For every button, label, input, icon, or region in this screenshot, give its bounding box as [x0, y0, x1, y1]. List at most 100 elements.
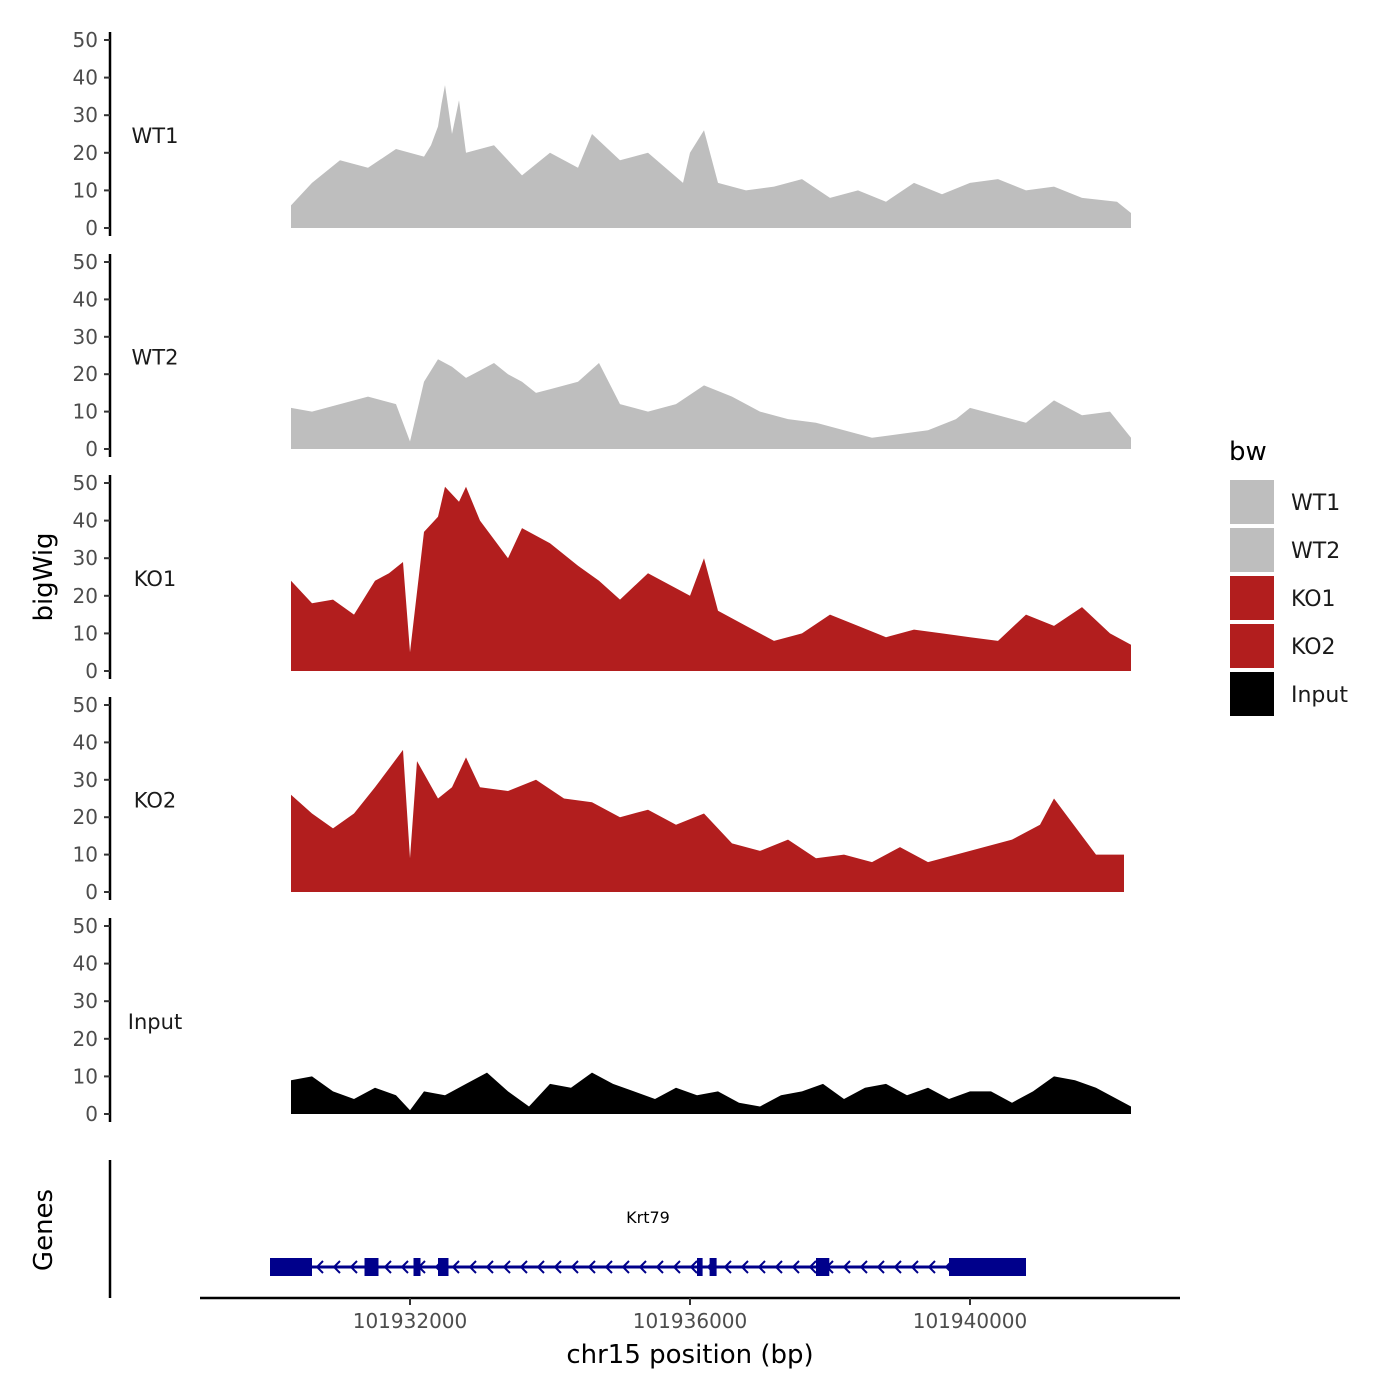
y-tick-label-30: 30	[73, 768, 98, 792]
legend-title: bw	[1229, 437, 1267, 467]
track-input: 0 10 20 30 40 50 Input	[73, 914, 1131, 1126]
track-ko2: 0 10 20 30 40 50 KO2	[73, 693, 1124, 904]
strand-arrow	[910, 1260, 919, 1274]
track-label-input: Input	[128, 1010, 182, 1034]
strand-arrow	[315, 1260, 324, 1274]
gene-track: Krt79	[108, 1160, 1026, 1298]
area-ko2	[291, 749, 1124, 892]
track-label-ko1: KO1	[134, 567, 177, 591]
exon-7	[816, 1258, 830, 1276]
y-tick-label-50: 50	[73, 914, 98, 938]
strand-arrow	[808, 1260, 817, 1274]
track-wt1: 0 10 20 30 40 50 WT1	[73, 28, 1131, 240]
exon-2	[364, 1258, 379, 1276]
exon-8	[949, 1258, 1026, 1276]
strand-arrow	[570, 1260, 579, 1274]
legend-swatch-input	[1230, 672, 1274, 716]
y-tick-label-20: 20	[73, 362, 98, 386]
legend-swatch-wt2	[1230, 528, 1274, 572]
track-wt2: 0 10 20 30 40 50 WT2	[73, 250, 1131, 461]
tracks-layer: 0 10 20 30 40 50 WT1 0 10 20 30 40 50 WT2 0 10 20 30 40 50 K…	[73, 28, 1131, 1126]
legend-swatch-ko2	[1230, 624, 1274, 668]
y-tick-label-0: 0	[85, 437, 98, 461]
y-axis-title: bigWig	[29, 532, 59, 621]
strand-arrow	[672, 1260, 681, 1274]
y-tick-label-10: 10	[73, 178, 98, 202]
y-tick-label-30: 30	[73, 325, 98, 349]
y-tick-label-0: 0	[85, 659, 98, 683]
strand-arrow	[621, 1260, 630, 1274]
y-tick-label-40: 40	[73, 287, 98, 311]
gene-track-title: Genes	[29, 1189, 59, 1271]
y-tick-label-10: 10	[73, 621, 98, 645]
strand-arrow	[757, 1260, 766, 1274]
strand-arrow	[740, 1260, 749, 1274]
strand-arrow	[791, 1260, 800, 1274]
strand-arrow	[587, 1260, 596, 1274]
y-tick-label-30: 30	[73, 989, 98, 1013]
y-tick-label-40: 40	[73, 952, 98, 976]
strand-arrow	[383, 1260, 392, 1274]
track-label-wt1: WT1	[132, 124, 179, 148]
track-label-ko2: KO2	[134, 789, 177, 813]
y-tick-label-50: 50	[73, 693, 98, 717]
strand-arrow	[451, 1260, 460, 1274]
y-tick-label-20: 20	[73, 1027, 98, 1051]
legend-swatch-wt1	[1230, 480, 1274, 524]
y-tick-label-0: 0	[85, 216, 98, 240]
y-tick-label-40: 40	[73, 509, 98, 533]
y-tick-label-20: 20	[73, 584, 98, 608]
exon-6	[709, 1258, 717, 1276]
strand-arrow	[689, 1260, 698, 1274]
strand-arrow	[723, 1260, 732, 1274]
strand-arrow	[859, 1260, 868, 1274]
legend-label-wt2: WT2	[1291, 539, 1340, 564]
x-tick-label-101936000: 101936000	[633, 1309, 748, 1333]
x-axis-title: chr15 position (bp)	[566, 1340, 813, 1370]
x-tick-label-101932000: 101932000	[353, 1309, 468, 1333]
y-tick-label-40: 40	[73, 66, 98, 90]
strand-arrow	[876, 1260, 885, 1274]
exon-4	[438, 1258, 449, 1276]
strand-arrow	[400, 1260, 409, 1274]
y-tick-label-50: 50	[73, 471, 98, 495]
y-tick-label-20: 20	[73, 805, 98, 829]
strand-arrow	[468, 1260, 477, 1274]
strand-arrow	[502, 1260, 511, 1274]
strand-arrow	[332, 1260, 341, 1274]
strand-arrow	[553, 1260, 562, 1274]
legend-label-ko1: KO1	[1291, 587, 1336, 612]
y-tick-label-50: 50	[73, 250, 98, 274]
x-axis: 101932000 101936000 101940000	[200, 1296, 1180, 1333]
x-tick-label-101940000: 101940000	[913, 1309, 1028, 1333]
exon-3	[413, 1258, 421, 1276]
exon-1	[270, 1258, 312, 1276]
y-tick-label-20: 20	[73, 141, 98, 165]
strand-arrow	[655, 1260, 664, 1274]
track-ko1: 0 10 20 30 40 50 KO1	[73, 471, 1131, 683]
y-tick-label-0: 0	[85, 880, 98, 904]
y-tick-label-0: 0	[85, 1102, 98, 1126]
legend-label-ko2: KO2	[1291, 635, 1336, 660]
strand-arrow	[927, 1260, 936, 1274]
y-tick-label-50: 50	[73, 28, 98, 52]
y-tick-label-10: 10	[73, 1064, 98, 1088]
legend-label-wt1: WT1	[1291, 491, 1340, 516]
y-tick-label-10: 10	[73, 400, 98, 424]
y-tick-label-40: 40	[73, 730, 98, 754]
strand-arrow	[519, 1260, 528, 1274]
strand-arrow	[485, 1260, 494, 1274]
y-tick-label-30: 30	[73, 546, 98, 570]
area-ko1	[291, 486, 1131, 671]
area-wt2	[291, 359, 1131, 449]
exon-5	[697, 1258, 703, 1276]
track-label-wt2: WT2	[132, 346, 179, 370]
y-tick-label-30: 30	[73, 103, 98, 127]
y-tick-label-10: 10	[73, 843, 98, 867]
legend-label-input: Input	[1291, 683, 1348, 708]
strand-arrow	[893, 1260, 902, 1274]
gene-name-label: Krt79	[626, 1208, 670, 1227]
area-wt1	[291, 85, 1131, 228]
legend: bw WT1 WT2 KO1 KO2 Input	[1229, 437, 1348, 716]
